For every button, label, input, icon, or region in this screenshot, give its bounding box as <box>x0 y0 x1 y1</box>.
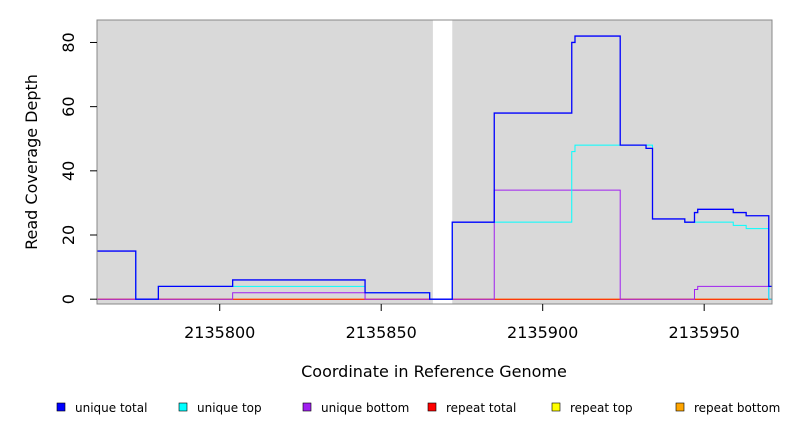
legend-item-repeat-total: repeat total <box>427 401 516 415</box>
y-tick-label: 60 <box>59 96 78 116</box>
x-tick-label: 2135900 <box>507 323 578 342</box>
legend-item-unique-bottom: unique bottom <box>302 401 409 415</box>
series-line-unique-total <box>97 35 772 300</box>
y-tick-label: 80 <box>59 32 78 52</box>
legend-label: repeat total <box>446 401 516 415</box>
legend-swatch <box>302 402 312 412</box>
legend-swatch <box>675 402 685 412</box>
legend-label: unique bottom <box>321 401 409 415</box>
y-tick-label: 0 <box>59 294 78 304</box>
legend-item-unique-top: unique top <box>178 401 262 415</box>
legend-item-unique-total: unique total <box>56 401 147 415</box>
legend-item-repeat-bottom: repeat bottom <box>675 401 780 415</box>
legend-swatch <box>178 402 188 412</box>
y-tick-label: 20 <box>59 225 78 245</box>
y-axis-title: Read Coverage Depth <box>22 74 41 250</box>
legend-swatch <box>56 402 66 412</box>
legend: unique total unique top unique bottom repea… <box>56 401 780 415</box>
legend-swatch <box>551 402 561 412</box>
x-tick-label: 2135850 <box>346 323 417 342</box>
series-line-unique-bottom <box>97 189 772 300</box>
legend-label: repeat top <box>570 401 633 415</box>
x-axis: 2135800 2135850 2135900 2135950 <box>184 304 740 342</box>
series-lines <box>97 35 772 300</box>
legend-item-repeat-top: repeat top <box>551 401 633 415</box>
x-axis-title: Coordinate in Reference Genome <box>301 362 567 381</box>
legend-label: unique top <box>197 401 262 415</box>
y-tick-label: 40 <box>59 161 78 181</box>
gap-regions <box>432 20 453 304</box>
x-tick-label: 2135800 <box>184 323 255 342</box>
gap-region-0 <box>432 20 453 304</box>
y-axis: 0 20 40 60 80 <box>59 32 97 304</box>
x-tick-label: 2135950 <box>669 323 740 342</box>
plot-frame <box>96 19 773 305</box>
legend-label: unique total <box>75 401 147 415</box>
legend-swatch <box>427 402 437 412</box>
legend-label: repeat bottom <box>694 401 780 415</box>
